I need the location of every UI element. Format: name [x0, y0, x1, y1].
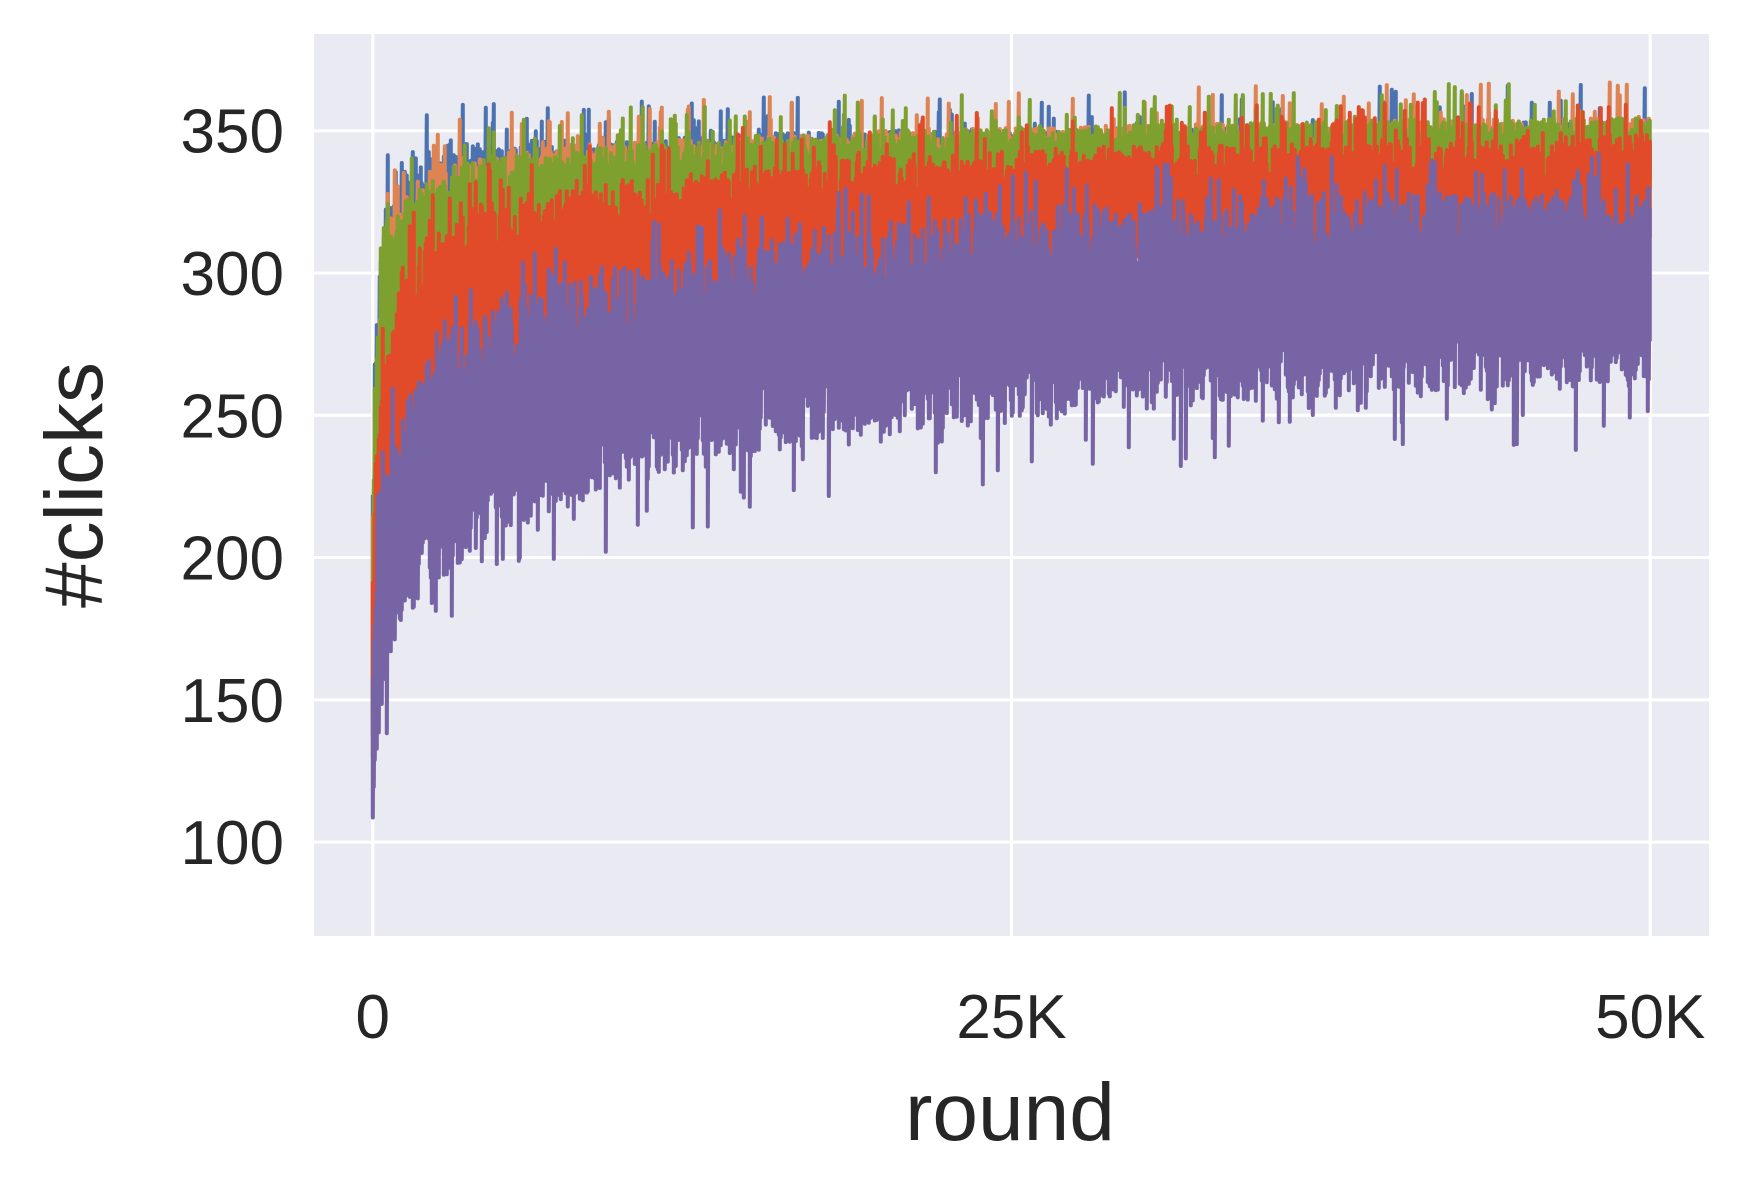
- y-tick-label: 250: [181, 382, 284, 451]
- x-tick-label: 25K: [956, 983, 1066, 1052]
- y-tick-label: 200: [181, 525, 284, 594]
- series-line: [370, 151, 1652, 820]
- y-axis-label: #clicks: [29, 362, 120, 608]
- series-layer: [370, 80, 1652, 820]
- series-path: [370, 151, 1652, 820]
- y-tick-label: 300: [181, 240, 284, 309]
- x-axis-label: round: [905, 1067, 1115, 1158]
- x-tick-label: 0: [356, 983, 390, 1052]
- y-tick-label: 150: [181, 667, 284, 736]
- y-tick-label: 350: [181, 98, 284, 167]
- x-tick-label: 50K: [1595, 983, 1705, 1052]
- tick-labels: 100 150 200 250 300 350 0 25K 50K: [181, 98, 1706, 1052]
- y-tick-label: 100: [181, 809, 284, 878]
